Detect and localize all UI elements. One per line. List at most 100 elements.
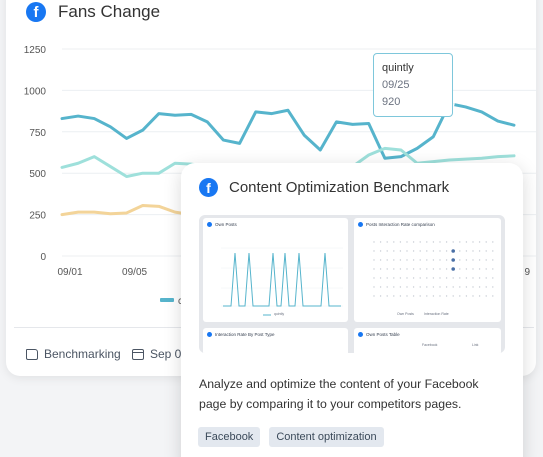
facebook-icon: [358, 222, 363, 227]
preview-dot: [478, 268, 481, 270]
preview-dot: [465, 268, 468, 270]
tooltip-value: 920: [382, 96, 401, 108]
facebook-icon: f: [199, 178, 218, 197]
preview-dot: [452, 295, 454, 297]
content-optimization-card[interactable]: f Content Optimization Benchmark Own Pos…: [181, 163, 523, 457]
preview-dot: [459, 286, 461, 288]
preview-dot: [386, 286, 388, 288]
preview-dot: [485, 250, 487, 252]
preview-dot: [426, 277, 428, 279]
preview-dot: [406, 277, 408, 279]
category-meta: Benchmarking: [26, 347, 121, 361]
preview-widget-title: Own Posts: [215, 222, 237, 227]
preview-dot: [379, 268, 382, 270]
preview-dot: [419, 277, 421, 279]
y-tick-label: 500: [29, 169, 46, 180]
date-label: Sep 0: [150, 347, 182, 361]
preview-interaction-rate-widget: Posts Interaction Rate comparison Own Po…: [354, 218, 501, 322]
preview-dot: [478, 241, 481, 243]
preview-post-type-widget: Interaction Rate By Post Type: [203, 328, 348, 353]
preview-dot: [465, 259, 468, 261]
preview-dot: [373, 286, 375, 288]
preview-dot: [432, 277, 435, 279]
tag-content-optimization[interactable]: Content optimization: [269, 427, 384, 447]
preview-dot: [459, 268, 461, 270]
preview-dot: [379, 241, 382, 243]
preview-dot: [485, 277, 487, 279]
y-tick-label: 250: [29, 211, 46, 222]
facebook-icon: [207, 222, 212, 227]
preview-dot: [419, 286, 421, 288]
preview-dot: [432, 250, 435, 252]
preview-dot: [412, 277, 415, 279]
preview-dot: [492, 241, 494, 243]
chart-tooltip: quintly 09/25 920: [373, 53, 453, 117]
preview-dot: [432, 268, 435, 270]
preview-dot: [406, 241, 408, 243]
facebook-icon: f: [26, 2, 46, 22]
preview-dot: [393, 241, 395, 243]
preview-dot: [451, 267, 455, 271]
preview-dot: [379, 250, 382, 252]
preview-dot: [445, 268, 448, 270]
preview-dot: [472, 268, 474, 270]
preview-dot: [472, 259, 474, 261]
preview-dot: [452, 286, 454, 288]
preview-dot: [465, 250, 468, 252]
preview-dot: [373, 241, 375, 243]
preview-dot: [379, 295, 382, 297]
preview-dot: [432, 259, 435, 261]
preview-dot: [492, 295, 494, 297]
preview-dot: [412, 268, 415, 270]
preview-dot: [432, 241, 435, 243]
y-tick-label: 0: [40, 252, 46, 263]
preview-dot: [419, 250, 421, 252]
tooltip-title: quintly: [382, 62, 414, 74]
series-line-0: [60, 102, 516, 160]
preview-dot: [452, 277, 454, 279]
preview-dot: [406, 295, 408, 297]
preview-widget-title: Own Posts Table: [366, 332, 400, 337]
preview-dot: [426, 268, 428, 270]
preview-dot: [465, 277, 468, 279]
preview-interaction-chart: [373, 241, 494, 297]
preview-dot: [426, 241, 428, 243]
preview-dot: [445, 277, 448, 279]
preview-dot: [459, 241, 461, 243]
tag-facebook[interactable]: Facebook: [198, 427, 261, 447]
preview-dot: [406, 268, 408, 270]
preview-dot: [439, 286, 441, 288]
preview-widget-title: Posts Interaction Rate comparison: [366, 222, 435, 227]
facebook-icon: [358, 332, 363, 337]
preview-dot: [459, 259, 461, 261]
preview-legend-label: quintly: [274, 312, 285, 316]
preview-dot: [412, 241, 415, 243]
preview-dot: [472, 250, 474, 252]
preview-dot: [386, 268, 388, 270]
preview-dot: [478, 277, 481, 279]
preview-widget-header: Posts Interaction Rate comparison: [358, 222, 435, 227]
preview-dot: [379, 277, 382, 279]
preview-dot: [445, 295, 448, 297]
preview-dot: [386, 250, 388, 252]
preview-dot: [459, 277, 461, 279]
preview-dot: [451, 258, 455, 262]
preview-dot: [393, 259, 395, 261]
y-tick-label: 750: [29, 128, 46, 139]
preview-dot: [393, 286, 395, 288]
preview-dot: [485, 259, 487, 261]
preview-dot: [478, 259, 481, 261]
preview-dot: [399, 277, 402, 279]
preview-dot: [386, 259, 388, 261]
preview-dot: [492, 259, 494, 261]
preview-dot: [412, 259, 415, 261]
preview-dot: [386, 241, 388, 243]
preview-dot: [459, 250, 461, 252]
preview-dot: [419, 268, 421, 270]
facebook-icon: [207, 332, 212, 337]
preview-dot: [393, 268, 395, 270]
preview-widget-title: Interaction Rate By Post Type: [215, 332, 275, 337]
preview-dot: [478, 250, 481, 252]
preview-dot: [399, 259, 402, 261]
folder-icon: [26, 348, 38, 360]
